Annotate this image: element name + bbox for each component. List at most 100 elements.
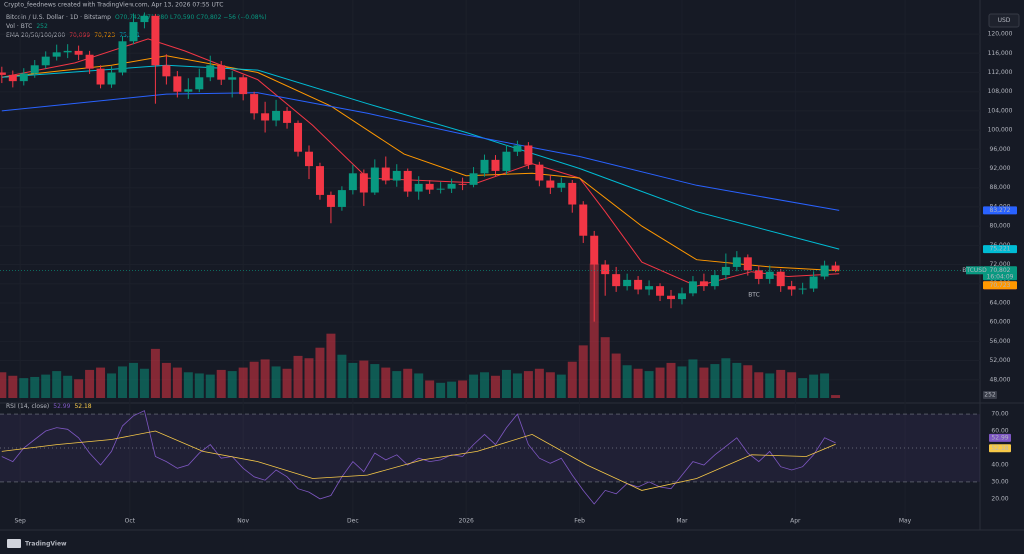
candle-body (63, 50, 72, 53)
x-tick-label: May (899, 518, 912, 525)
rsi-line (1, 430, 836, 491)
volume-bar (183, 372, 193, 398)
annotation: BTC (748, 292, 760, 299)
ema-value: 70,099 (69, 32, 90, 39)
volume-bar (688, 359, 698, 398)
volume-bar (820, 373, 830, 398)
volume-bar (776, 369, 786, 398)
rsi-tag (989, 433, 1011, 442)
candle-body (173, 76, 182, 92)
y-tick-label: 92,000 (990, 165, 1011, 172)
candle-body (590, 235, 599, 265)
y-tick-label: 104,000 (988, 107, 1013, 114)
price-tag (983, 266, 1017, 281)
volume-bar (381, 367, 391, 398)
currency[interactable]: USD (998, 17, 1011, 24)
candle-body (776, 271, 785, 287)
rsi-tick-label: 20.00 (991, 495, 1008, 502)
y-tick-label: 120,000 (988, 31, 1013, 38)
candle-body (8, 74, 17, 82)
candle-body (195, 77, 204, 90)
candle-body (469, 173, 478, 185)
rsi-pane (0, 410, 980, 525)
y-tick-label: 100,000 (988, 127, 1013, 134)
candle-body (283, 110, 292, 123)
volume-bar (501, 369, 511, 398)
candle-body (19, 73, 28, 82)
volume-bar (600, 337, 610, 398)
volume-bar (545, 372, 555, 398)
volume-bar (622, 365, 632, 398)
volume-legend: Vol · BTC 252 (6, 23, 48, 30)
volume-bar (589, 263, 599, 398)
candle-body (184, 89, 193, 92)
volume-bar (809, 374, 819, 398)
x-tick-label: Feb (574, 518, 585, 525)
volume-bar (831, 395, 841, 398)
volume-bar (611, 353, 621, 398)
candle-body (656, 286, 665, 296)
ema-tag-label: 75,221 (990, 246, 1011, 253)
volume-bar (85, 369, 95, 398)
candle-body (513, 145, 522, 152)
candle-body (743, 257, 752, 271)
candle-body (820, 265, 829, 277)
rsi-line (1, 410, 836, 505)
volume-bar (567, 361, 577, 398)
volume-bar (150, 348, 160, 398)
y-tick-label: 108,000 (988, 88, 1013, 95)
volume-tag (983, 391, 997, 399)
candle-body (96, 68, 105, 85)
ema-value: 70,723 (94, 32, 115, 39)
volume-bar (304, 358, 314, 398)
brand-logo: TradingView (7, 539, 67, 548)
logo-mark (7, 539, 21, 548)
candle-body (732, 257, 741, 267)
rsi-name: RSI (14, close) (6, 403, 49, 410)
y-tick-label: 80,000 (990, 223, 1011, 230)
volume-bar (512, 373, 522, 398)
volume-bar (260, 359, 270, 398)
volume-bar (677, 366, 687, 398)
volume-bar (414, 373, 424, 398)
y-tick-label: 52,000 (990, 357, 1011, 364)
symbol-tag (966, 266, 983, 275)
rsi-tag-label: 52.18 (991, 445, 1008, 452)
volume-bar (8, 375, 18, 398)
volume-bar (52, 371, 62, 398)
y-tick-label: 116,000 (988, 50, 1013, 57)
y-tick-label: 88,000 (990, 184, 1011, 191)
volume-bar (118, 366, 127, 398)
ema-tag-label: 83,272 (990, 207, 1011, 214)
x-tick-label: Mar (676, 518, 688, 525)
candle-body (74, 50, 83, 55)
volume-bar (326, 333, 336, 398)
volume-bar (447, 381, 457, 398)
candle-body (809, 276, 818, 289)
volume-bar (469, 374, 479, 398)
candle-body (502, 151, 511, 171)
volume-bar (216, 369, 226, 398)
volume-bar (644, 371, 654, 398)
candle-body (41, 56, 50, 66)
price-tag-label: 70,802 (990, 267, 1011, 274)
candle-body (568, 182, 577, 205)
candle-body (392, 170, 401, 181)
x-tick-label: Sep (14, 518, 26, 525)
rsi-value: 52.99 (53, 403, 70, 410)
x-tick-label: Nov (237, 518, 249, 525)
volume-bar (633, 368, 643, 398)
candle-body (754, 270, 763, 279)
candle-body (30, 65, 39, 74)
y-tick-label: 64,000 (990, 299, 1011, 306)
candle-body (688, 281, 697, 294)
volume-bar (765, 373, 775, 398)
volume-bar (139, 368, 149, 398)
instrument: Bitcoin / U.S. Dollar · 1D · Bitstamp (6, 14, 111, 21)
volume-bar (172, 367, 182, 398)
candle-body (315, 166, 324, 195)
currency-button[interactable] (988, 13, 1020, 28)
candle-body (261, 113, 270, 121)
volume-bar (534, 368, 544, 398)
